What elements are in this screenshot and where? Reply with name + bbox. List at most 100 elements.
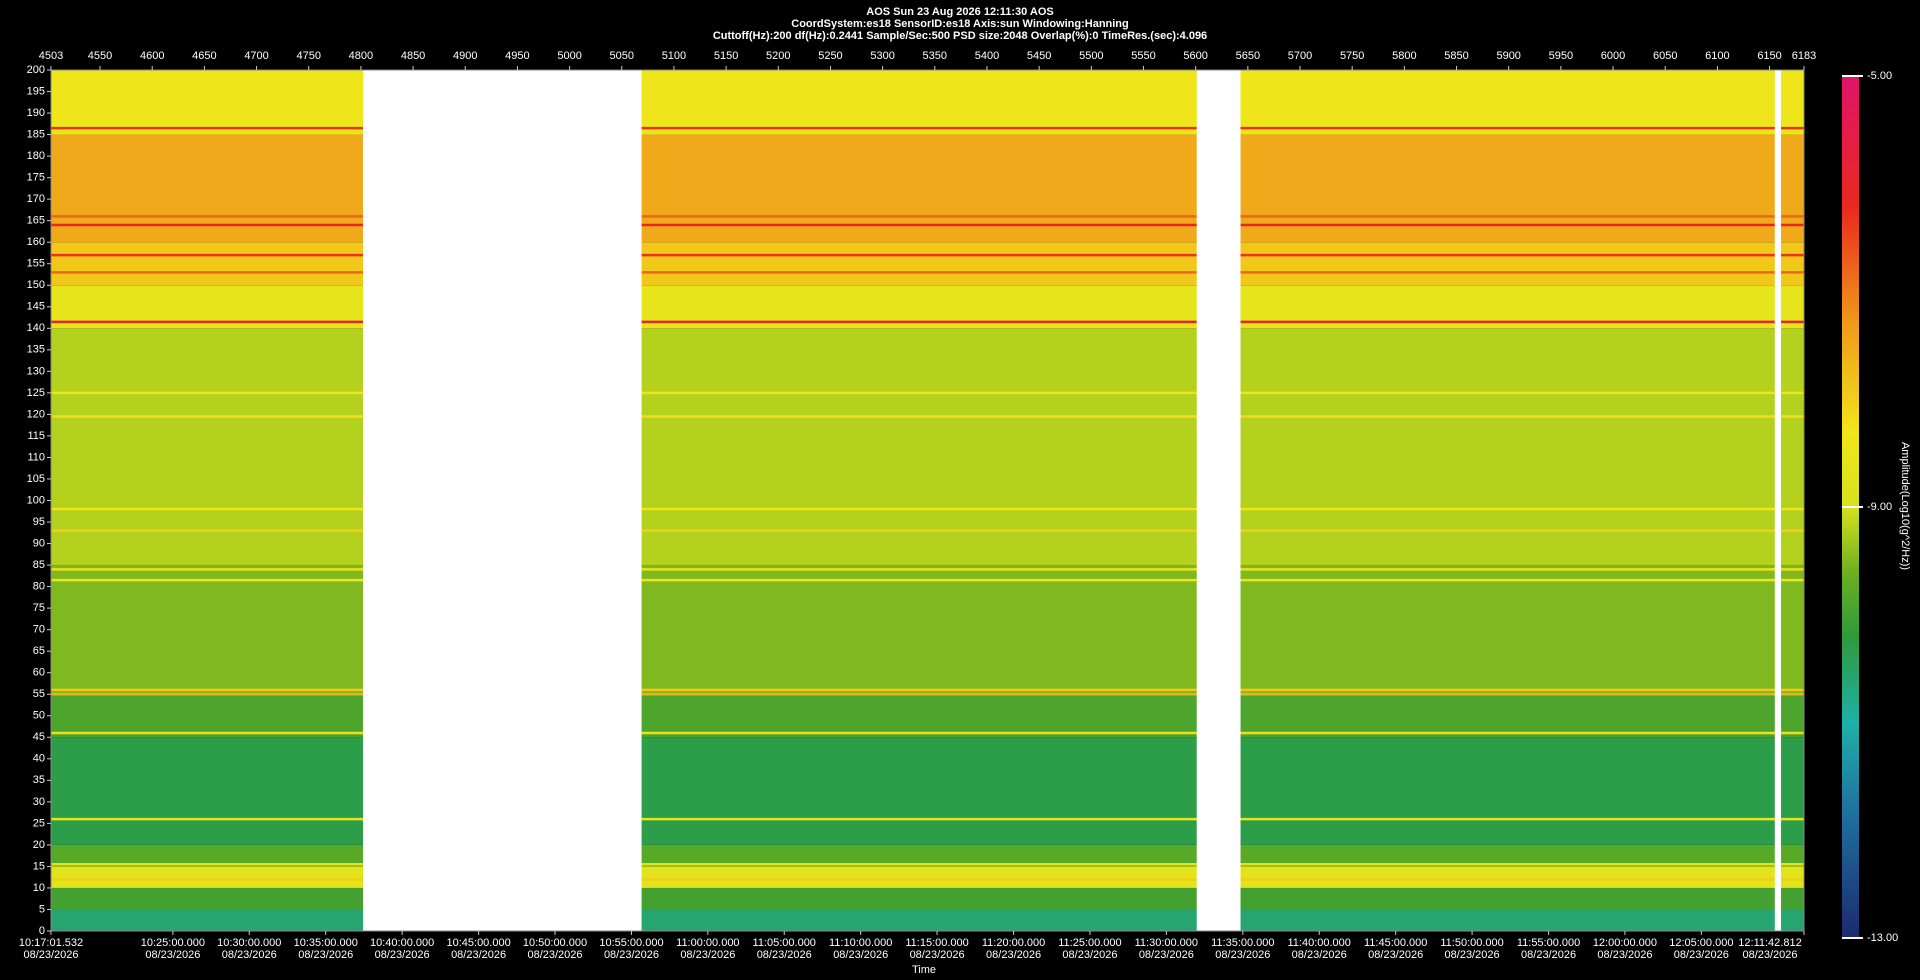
date-label: 08/23/2026: [145, 949, 200, 961]
y-tick-label: 45: [33, 731, 45, 743]
colorbar-label: Amplitude(Log10(g^2/Hz)): [1899, 442, 1911, 570]
time-tick-label: 10:25:00.000: [141, 937, 205, 949]
data-gap: [1196, 70, 1241, 931]
date-label: 08/23/2026: [1139, 949, 1194, 961]
x-tick-label: 6100: [1705, 50, 1729, 62]
colorbar-tick-label: -5.00: [1867, 70, 1892, 82]
frequency-band: [51, 565, 1804, 695]
date-label: 08/23/2026: [680, 949, 735, 961]
time-tick-label: 10:50:00.000: [523, 937, 587, 949]
x-tick-label: 5750: [1340, 50, 1364, 62]
y-tick-label: 35: [33, 774, 45, 786]
y-tick-label: 170: [27, 193, 45, 205]
colorbar-tick-label: -9.00: [1867, 501, 1892, 513]
x-tick-label: 4650: [192, 50, 216, 62]
x-tick-label: 5350: [923, 50, 947, 62]
date-label: 08/23/2026: [23, 949, 78, 961]
colorbar-tick-label: -13.00: [1867, 932, 1898, 944]
x-tick-label: 4950: [505, 50, 529, 62]
y-tick-label: 5: [39, 903, 45, 915]
y-tick-label: 155: [27, 258, 45, 270]
y-tick-label: 75: [33, 602, 45, 614]
y-tick-label: 30: [33, 796, 45, 808]
date-label: 08/23/2026: [1674, 949, 1729, 961]
frequency-band: [51, 887, 1804, 910]
y-tick-label: 95: [33, 516, 45, 528]
date-label: 08/23/2026: [1521, 949, 1576, 961]
time-tick-label: 11:00:00.000: [676, 937, 739, 949]
y-tick-label: 150: [27, 279, 45, 291]
y-tick-label: 180: [27, 150, 45, 162]
x-tick-label: 4600: [140, 50, 164, 62]
y-tick-label: 190: [27, 107, 45, 119]
y-tick-label: 130: [27, 365, 45, 377]
x-tick-label: 4503: [39, 50, 63, 62]
y-tick-label: 55: [33, 688, 45, 700]
y-tick-label: 100: [27, 494, 45, 506]
frequency-band: [51, 70, 1804, 135]
y-tick-label: 165: [27, 215, 45, 227]
y-tick-label: 120: [27, 408, 45, 420]
y-tick-label: 175: [27, 172, 45, 184]
x-tick-label: 6150: [1757, 50, 1781, 62]
frequency-band: [51, 866, 1804, 888]
time-tick-label: 11:25:00.000: [1058, 937, 1121, 949]
y-tick-label: 90: [33, 537, 45, 549]
time-tick-label: 11:45:00.000: [1364, 937, 1427, 949]
x-tick-label: 5550: [1131, 50, 1155, 62]
y-tick-label: 50: [33, 710, 45, 722]
y-tick-label: 25: [33, 817, 45, 829]
x-tick-label: 5850: [1444, 50, 1468, 62]
time-tick-label: 10:17:01.532: [19, 937, 83, 949]
date-label: 08/23/2026: [1062, 949, 1117, 961]
x-tick-label: 4550: [88, 50, 112, 62]
frequency-band: [51, 737, 1804, 845]
time-tick-label: 11:55:00.000: [1517, 937, 1580, 949]
y-tick-label: 80: [33, 581, 45, 593]
date-label: 08/23/2026: [1368, 949, 1423, 961]
y-tick-label: 20: [33, 839, 45, 851]
x-tick-label: 5900: [1496, 50, 1520, 62]
date-label: 08/23/2026: [1445, 949, 1500, 961]
time-tick-label: 11:20:00.000: [982, 937, 1045, 949]
time-tick-label: 12:00:00.000: [1593, 937, 1657, 949]
y-tick-label: 110: [27, 451, 45, 463]
y-tick-label: 195: [27, 85, 45, 97]
y-tick-label: 135: [27, 344, 45, 356]
x-tick-label: 5250: [818, 50, 842, 62]
y-tick-label: 40: [33, 753, 45, 765]
y-tick-label: 125: [27, 387, 45, 399]
x-tick-label: 6183: [1792, 50, 1816, 62]
date-label: 08/23/2026: [604, 949, 659, 961]
title: AOS Sun 23 Aug 2026 12:11:30 AOS: [866, 6, 1053, 18]
time-tick-label: 10:40:00.000: [370, 937, 434, 949]
date-label: 08/23/2026: [1742, 949, 1797, 961]
y-tick-label: 15: [33, 860, 45, 872]
x-tick-label: 5400: [975, 50, 999, 62]
date-label: 08/23/2026: [451, 949, 506, 961]
x-tick-label: 5650: [1236, 50, 1260, 62]
time-tick-label: 10:30:00.000: [217, 937, 281, 949]
data-gap: [1774, 70, 1782, 931]
x-tick-label: 6050: [1653, 50, 1677, 62]
x-tick-label: 5950: [1549, 50, 1573, 62]
x-tick-label: 5200: [766, 50, 790, 62]
frequency-band: [51, 694, 1804, 738]
y-tick-label: 145: [27, 301, 45, 313]
time-tick-label: 11:30:00.000: [1135, 937, 1198, 949]
y-tick-label: 105: [27, 473, 45, 485]
time-tick-label: 11:50:00.000: [1440, 937, 1503, 949]
x-tick-label: 4900: [453, 50, 477, 62]
time-tick-label: 11:05:00.000: [753, 937, 816, 949]
date-label: 08/23/2026: [910, 949, 965, 961]
y-tick-label: 70: [33, 624, 45, 636]
time-tick-label: 10:35:00.000: [294, 937, 358, 949]
date-label: 08/23/2026: [833, 949, 888, 961]
date-label: 08/23/2026: [1597, 949, 1652, 961]
date-label: 08/23/2026: [986, 949, 1041, 961]
x-tick-label: 5450: [1027, 50, 1051, 62]
date-label: 08/23/2026: [757, 949, 812, 961]
parameters: Cuttoff(Hz):200 df(Hz):0.2441 Sample/Sec…: [713, 30, 1207, 42]
y-tick-label: 60: [33, 667, 45, 679]
x-tick-label: 5050: [610, 50, 634, 62]
